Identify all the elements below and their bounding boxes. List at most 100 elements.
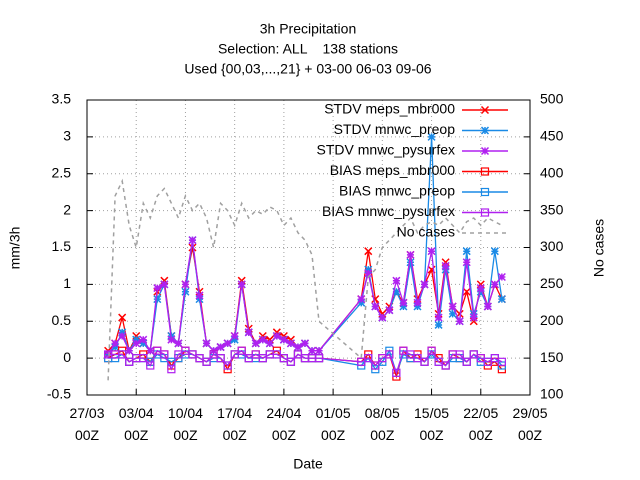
data-point: [392, 287, 401, 296]
data-point: [413, 302, 422, 311]
data-point: [448, 302, 457, 311]
x-tick-label: 22/05 00Z: [463, 405, 499, 443]
data-point: [490, 247, 499, 256]
x-tick-label: 08/05 00Z: [364, 405, 400, 443]
legend-label: STDV mnwc_preop: [334, 121, 456, 137]
data-point: [230, 335, 239, 344]
data-point: [497, 295, 506, 304]
data-point: [406, 250, 415, 259]
legend-label: BIAS meps_mbr000: [330, 162, 455, 178]
data-point: [462, 258, 471, 267]
y2-tick-label: 300: [540, 238, 564, 254]
y-tick-label: 1.5: [52, 238, 72, 254]
data-point: [139, 339, 148, 348]
legend-marker: [480, 187, 490, 197]
data-point: [188, 236, 197, 245]
y-tick-label: -0.5: [47, 386, 71, 402]
x-tick-label: 24/04 00Z: [266, 405, 302, 443]
data-point: [462, 247, 471, 256]
data-point: [153, 295, 162, 304]
data-point: [195, 291, 204, 300]
data-point: [371, 361, 380, 370]
data-point: [160, 350, 169, 359]
series-line: [107, 239, 503, 355]
data-point: [202, 339, 211, 348]
data-point: [174, 339, 183, 348]
data-point: [251, 339, 260, 348]
data-point: [139, 335, 148, 344]
data-point: [118, 331, 127, 341]
data-point: [272, 331, 281, 341]
data-point: [427, 346, 436, 355]
data-point: [181, 287, 190, 296]
data-point: [497, 357, 506, 366]
data-point: [118, 313, 127, 322]
x-axis-label: Date: [293, 456, 323, 472]
data-point: [286, 339, 295, 348]
data-point: [293, 343, 302, 352]
data-point: [307, 346, 317, 355]
data-point: [153, 284, 162, 293]
data-point: [441, 261, 450, 270]
data-point: [230, 331, 239, 341]
data-point: [146, 346, 155, 355]
chart-subtitle: Selection: ALL 138 stations: [218, 41, 398, 57]
data-point: [202, 357, 211, 366]
data-point: [399, 302, 408, 311]
data-point: [462, 357, 471, 366]
data-point: [385, 350, 394, 359]
data-point: [427, 132, 436, 141]
x-tick-label: 10/04 00Z: [167, 405, 203, 443]
y2-tick-label: 200: [540, 312, 564, 328]
y-axis-label: mm/3h: [7, 227, 23, 270]
data-point: [413, 298, 422, 307]
data-point: [441, 361, 450, 370]
data-point: [448, 309, 457, 318]
data-point: [434, 320, 443, 329]
data-point: [244, 328, 253, 337]
y2-axis-label: No cases: [591, 219, 607, 277]
data-point: [265, 339, 274, 348]
y-tick-label: 3.5: [52, 91, 72, 107]
data-point: [223, 339, 232, 348]
y2-tick-label: 350: [540, 201, 564, 217]
data-point: [392, 368, 401, 377]
data-point: [406, 258, 415, 267]
data-point: [125, 346, 134, 355]
y2-tick-label: 400: [540, 164, 564, 180]
data-point: [378, 313, 387, 322]
data-point: [434, 313, 443, 322]
legend-label: BIAS mnwc_preop: [339, 183, 455, 199]
data-point: [188, 243, 197, 252]
legend-marker: [480, 208, 490, 217]
y-tick-label: 2.5: [52, 164, 72, 180]
x-tick-label: 15/05 00Z: [414, 405, 450, 443]
x-tick-label: 17/04 00Z: [217, 405, 253, 443]
data-point: [314, 354, 324, 363]
data-point: [160, 280, 169, 289]
y-tick-label: 2: [63, 201, 71, 217]
data-point: [258, 335, 267, 344]
data-point: [420, 280, 429, 289]
data-point: [385, 306, 394, 315]
x-tick-label: 27/03 00Z: [69, 405, 105, 443]
y2-tick-label: 450: [540, 128, 564, 144]
x-tick-label: 03/04 00Z: [118, 405, 154, 443]
data-point: [399, 298, 408, 307]
y-tick-label: 0: [63, 349, 71, 365]
data-point: [371, 302, 380, 311]
data-point: [364, 265, 373, 274]
data-point: [279, 335, 288, 344]
y-tick-label: 0.5: [52, 312, 72, 328]
data-point: [490, 280, 499, 289]
legend-label: BIAS mnwc_pysurfex: [322, 203, 455, 219]
y2-tick-label: 100: [540, 386, 564, 402]
y-tick-label: 3: [63, 128, 71, 144]
data-point: [300, 339, 310, 348]
data-point: [462, 287, 471, 296]
data-point: [237, 346, 246, 355]
data-point: [118, 350, 127, 359]
data-point: [223, 361, 232, 370]
data-point: [216, 343, 225, 352]
data-point: [357, 295, 366, 304]
